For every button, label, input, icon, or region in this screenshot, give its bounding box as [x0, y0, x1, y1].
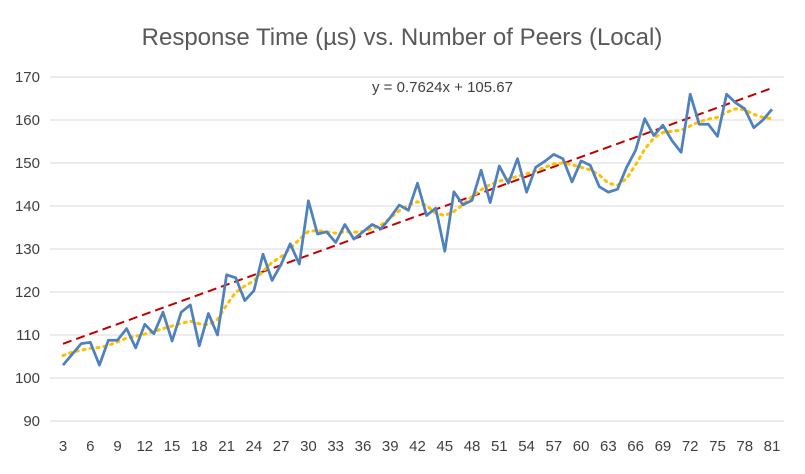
x-tick-label: 66 [627, 438, 644, 455]
x-tick-label: 3 [59, 438, 67, 455]
x-tick-label: 18 [191, 438, 208, 455]
x-tick-label: 63 [600, 438, 617, 455]
x-tick-label: 57 [546, 438, 563, 455]
x-tick-label: 51 [491, 438, 508, 455]
y-tick-label: 110 [16, 327, 40, 344]
moving-average-line [61, 107, 774, 358]
moving-average-series [61, 107, 774, 358]
y-tick-label: 160 [15, 112, 40, 129]
x-tick-label: 15 [164, 438, 181, 455]
x-tick-label: 30 [300, 438, 317, 455]
response-time-series [61, 92, 774, 367]
x-tick-label: 72 [682, 438, 699, 455]
x-tick-label: 33 [327, 438, 344, 455]
x-tick-label: 36 [355, 438, 372, 455]
x-tick-label: 45 [436, 438, 453, 455]
x-tick-label: 27 [273, 438, 290, 455]
y-axis-tick-labels: 90 100 110 120 130 140 150 160 170 [15, 69, 40, 430]
x-tick-label: 81 [764, 438, 781, 455]
x-tick-label: 69 [655, 438, 672, 455]
x-tick-label: 39 [382, 438, 399, 455]
x-axis-tick-labels: 3 6 9 12 15 18 21 24 27 30 33 36 39 42 45 48 51 54 57 60 63 6… [59, 438, 781, 455]
linear-trendline [62, 87, 773, 345]
x-tick-label: 21 [218, 438, 235, 455]
x-tick-label: 54 [518, 438, 535, 455]
x-tick-label: 75 [709, 438, 726, 455]
grid [50, 76, 784, 422]
y-tick-label: 120 [15, 284, 40, 301]
trendline-equation: y = 0.7624x + 105.67 [372, 79, 513, 96]
y-tick-label: 150 [15, 155, 40, 172]
series-line [61, 92, 774, 367]
y-tick-label: 170 [15, 69, 40, 86]
chart-title: Response Time (µs) vs. Number of Peers (… [142, 24, 663, 51]
x-tick-label: 42 [409, 438, 426, 455]
y-tick-label: 140 [15, 198, 40, 215]
x-tick-label: 24 [246, 438, 263, 455]
x-tick-label: 9 [113, 438, 121, 455]
y-tick-label: 90 [23, 413, 40, 430]
x-tick-label: 78 [736, 438, 753, 455]
x-tick-label: 6 [86, 438, 94, 455]
y-tick-label: 130 [15, 241, 40, 258]
x-tick-label: 12 [136, 438, 153, 455]
x-tick-label: 48 [464, 438, 481, 455]
y-tick-label: 100 [15, 370, 40, 387]
trendline-line [62, 87, 773, 345]
x-tick-label: 60 [573, 438, 590, 455]
